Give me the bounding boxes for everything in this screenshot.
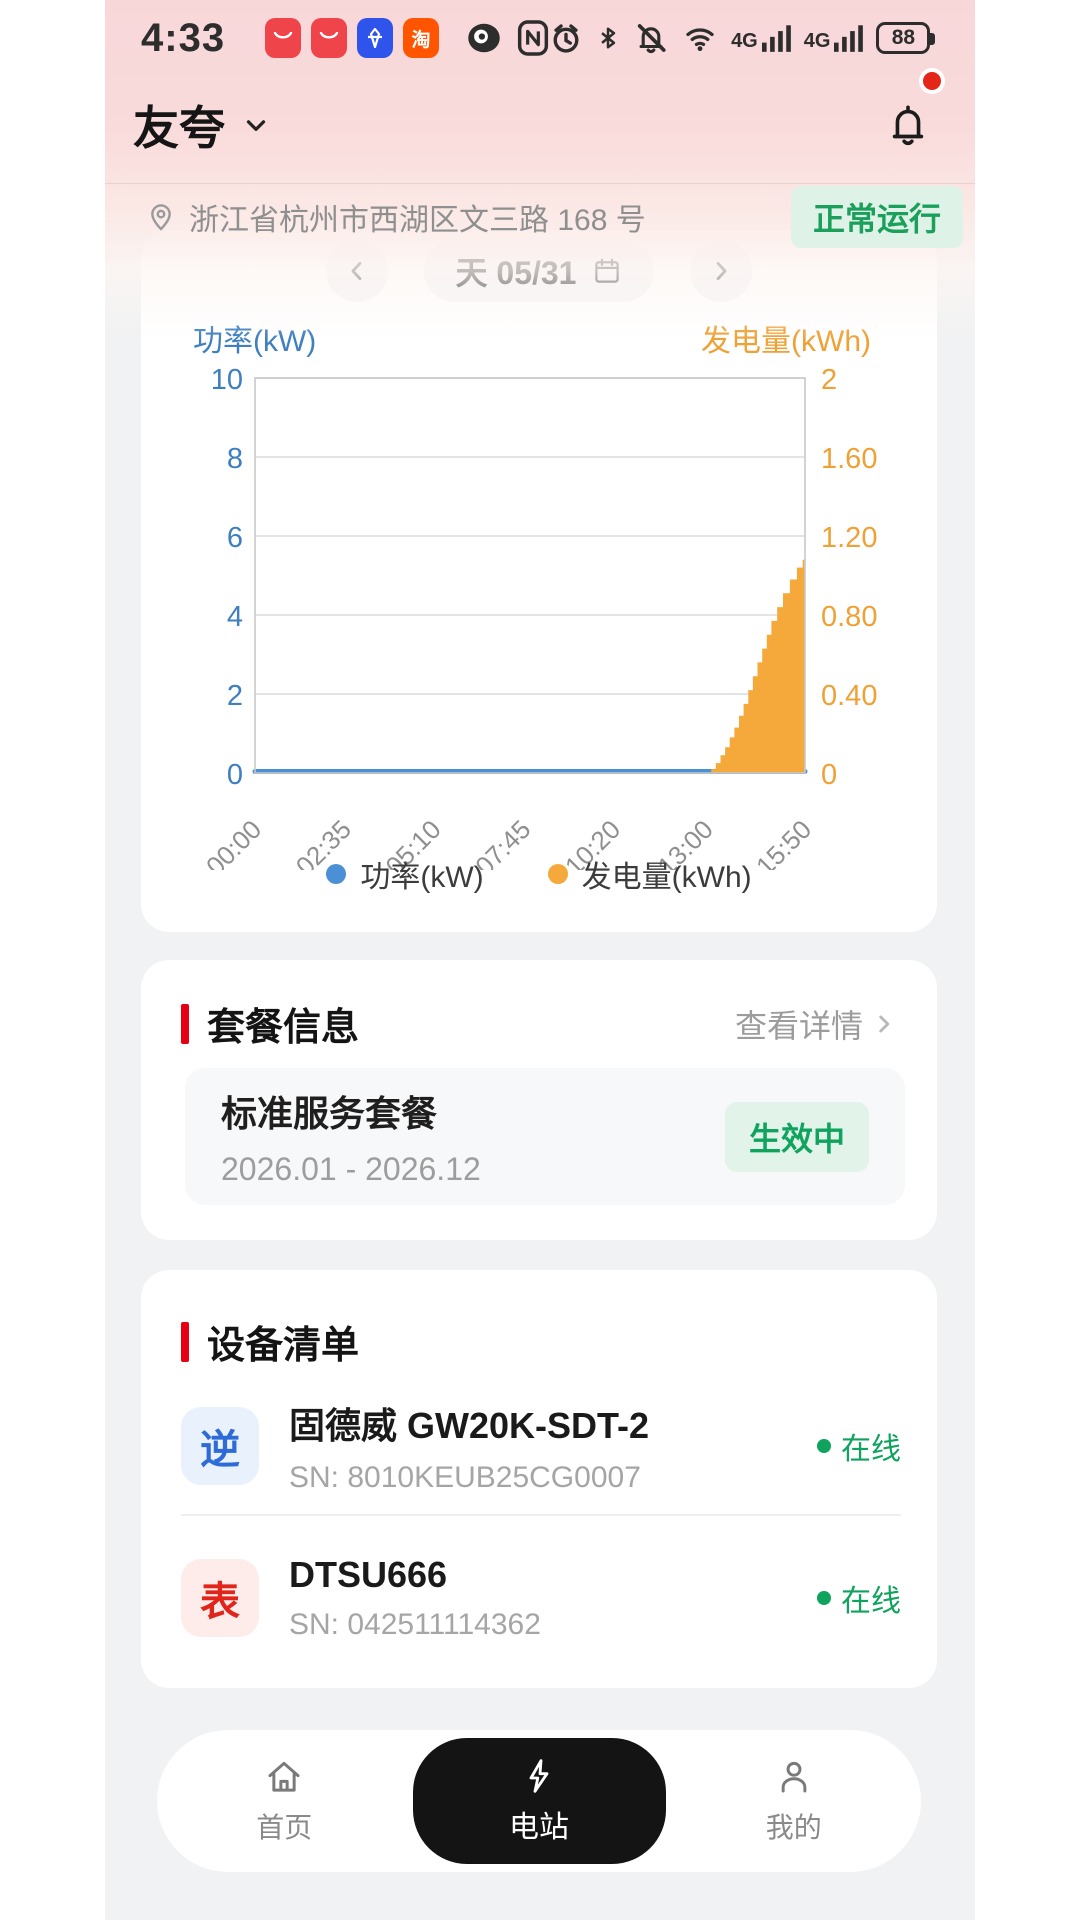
device-name: 固德威 GW20K-SDT-2 xyxy=(289,1405,650,1446)
package-title: 套餐信息 xyxy=(207,1007,360,1049)
app-header: 4:33 淘 xyxy=(105,0,975,340)
device-status: 在线 xyxy=(817,1424,901,1468)
notification-dot xyxy=(919,68,945,94)
online-dot xyxy=(817,1591,831,1605)
app-screen: 4:33 淘 xyxy=(105,0,975,1920)
svg-text:2: 2 xyxy=(227,680,243,712)
signal-4g-label-1: 4G xyxy=(731,30,758,52)
location-pin-icon xyxy=(151,204,171,231)
section-accent-bar xyxy=(181,1003,189,1044)
svg-text:6: 6 xyxy=(227,522,243,554)
status-right-icons: 4G 4G 88 xyxy=(549,21,936,55)
huawei-app-icon xyxy=(311,18,348,58)
chevron-right-icon xyxy=(879,1015,890,1032)
inverter-type-icon: 逆 xyxy=(181,1407,259,1485)
blue-app-icon xyxy=(357,18,394,58)
chevron-down-icon xyxy=(246,120,266,131)
svg-text:0: 0 xyxy=(821,759,837,791)
legend-label: 功率(kW) xyxy=(360,861,484,894)
devices-section-title: 设备清单 xyxy=(181,1314,359,1369)
svg-text:0.80: 0.80 xyxy=(821,601,877,633)
legend-dot xyxy=(326,864,347,884)
tab-mine-label: 我的 xyxy=(765,1812,822,1843)
legend-label: 发电量(kWh) xyxy=(581,861,752,894)
notifications-muted-icon xyxy=(637,24,666,54)
wifi-icon xyxy=(686,28,714,52)
status-badge: 正常运行 xyxy=(790,186,963,248)
package-status-badge: 生效中 xyxy=(724,1101,869,1172)
notification-button[interactable] xyxy=(885,68,945,150)
tab-mine[interactable]: 我的 xyxy=(667,1756,922,1846)
nfc-icon xyxy=(517,20,549,56)
bell-icon xyxy=(892,105,924,146)
legend-item[interactable]: 功率(kW) xyxy=(326,852,484,896)
bottom-tab-bar: 首页 电站 我的 xyxy=(157,1730,921,1872)
notification-app-icons: 淘 xyxy=(265,18,440,58)
system-status-icons xyxy=(465,19,549,57)
device-sn: SN: 8010KEUB25CG0007 xyxy=(289,1461,641,1494)
device-sn: SN: 042511114362 xyxy=(289,1608,541,1641)
huawei-store-icon xyxy=(265,18,302,58)
svg-text:0: 0 xyxy=(227,759,243,791)
package-period: 2026.01 - 2026.12 xyxy=(221,1151,481,1187)
package-item[interactable]: 标准服务套餐 2026.01 - 2026.12 生效中 xyxy=(185,1068,905,1205)
package-name: 标准服务套餐 xyxy=(221,1093,438,1134)
devices-title: 设备清单 xyxy=(207,1325,360,1367)
svg-text:10: 10 xyxy=(211,364,243,396)
meter-type-icon: 表 xyxy=(181,1559,259,1637)
svg-text:4: 4 xyxy=(227,601,243,633)
online-dot xyxy=(817,1439,831,1453)
lightning-icon xyxy=(529,1759,549,1793)
package-section-title: 套餐信息 xyxy=(181,996,359,1051)
station-selector[interactable]: 友夸 xyxy=(133,92,271,158)
view-details-label: 查看详情 xyxy=(734,1007,863,1044)
bluetooth-icon xyxy=(601,27,616,49)
svg-text:1.20: 1.20 xyxy=(821,522,877,554)
svg-text:1.60: 1.60 xyxy=(821,443,877,475)
alarm-icon xyxy=(553,24,579,53)
eye-icon xyxy=(468,23,500,53)
signal-4g-label-2: 4G xyxy=(803,30,831,52)
station-address: 浙江省杭州市西湖区文三路 168 号 xyxy=(189,204,646,237)
svg-text:2: 2 xyxy=(821,364,837,396)
station-name: 友夸 xyxy=(133,102,225,154)
chart-legend: 功率(kW) 发电量(kWh) xyxy=(141,852,937,896)
tab-home[interactable]: 首页 xyxy=(157,1756,412,1846)
device-status: 在线 xyxy=(817,1576,901,1620)
legend-item[interactable]: 发电量(kWh) xyxy=(547,852,752,896)
view-details-link[interactable]: 查看详情 xyxy=(735,1001,897,1047)
section-accent-bar xyxy=(181,1321,189,1362)
devices-card: 设备清单 逆 固德威 GW20K-SDT-2 SN: 8010KEUB25CG0… xyxy=(141,1270,937,1688)
home-icon xyxy=(268,1761,300,1792)
package-card: 套餐信息 查看详情 标准服务套餐 2026.01 - 2026.12 生效中 xyxy=(141,960,937,1240)
status-bar: 4:33 淘 xyxy=(105,12,975,64)
online-label: 在线 xyxy=(841,1585,901,1618)
status-time: 4:33 xyxy=(141,15,226,60)
device-row-inverter[interactable]: 逆 固德威 GW20K-SDT-2 SN: 8010KEUB25CG0007 在… xyxy=(181,1386,901,1506)
svg-text:8: 8 xyxy=(227,443,243,475)
battery-icon: 88 xyxy=(876,22,936,54)
header-divider xyxy=(105,183,975,184)
tab-station-label: 电站 xyxy=(509,1811,569,1844)
taobao-icon: 淘 xyxy=(403,18,440,58)
device-name: DTSU666 xyxy=(289,1554,448,1595)
device-divider xyxy=(181,1514,901,1516)
svg-text:0.40: 0.40 xyxy=(821,680,877,712)
tab-home-label: 首页 xyxy=(256,1812,313,1843)
legend-dot xyxy=(547,864,568,884)
tab-station[interactable]: 电站 xyxy=(412,1738,666,1864)
person-icon xyxy=(781,1761,807,1793)
online-label: 在线 xyxy=(841,1433,901,1466)
signal-4g-icon-1: 4G xyxy=(731,23,792,53)
signal-4g-icon-2: 4G xyxy=(804,23,865,53)
device-row-meter[interactable]: 表 DTSU666 SN: 042511114362 在线 xyxy=(181,1538,901,1658)
